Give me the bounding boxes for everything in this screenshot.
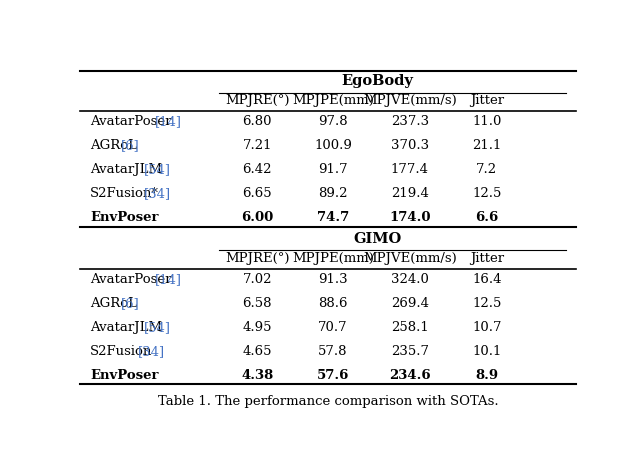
Text: 16.4: 16.4: [472, 273, 502, 286]
Text: Jitter: Jitter: [470, 252, 504, 265]
Text: [34]: [34]: [144, 187, 171, 201]
Text: EgoBody: EgoBody: [342, 74, 413, 88]
Text: EnvPoser: EnvPoser: [90, 212, 159, 224]
Text: 7.02: 7.02: [243, 273, 272, 286]
Text: 88.6: 88.6: [318, 297, 348, 310]
Text: 100.9: 100.9: [314, 139, 352, 153]
Text: 6.58: 6.58: [243, 297, 272, 310]
Text: 235.7: 235.7: [391, 345, 429, 358]
Text: 7.2: 7.2: [476, 164, 497, 176]
Text: MPJRE(°): MPJRE(°): [225, 252, 289, 265]
Text: 57.8: 57.8: [318, 345, 348, 358]
Text: MPJRE(°): MPJRE(°): [225, 94, 289, 107]
Text: S2Fusion*: S2Fusion*: [90, 187, 159, 201]
Text: MPJPE(mm): MPJPE(mm): [292, 94, 374, 107]
Text: 97.8: 97.8: [318, 115, 348, 128]
Text: 8.9: 8.9: [475, 369, 499, 382]
Text: 258.1: 258.1: [391, 321, 429, 334]
Text: S2Fusion: S2Fusion: [90, 345, 152, 358]
Text: 6.6: 6.6: [475, 212, 499, 224]
Text: AvatarPoser: AvatarPoser: [90, 115, 172, 128]
Text: 237.3: 237.3: [391, 115, 429, 128]
Text: 74.7: 74.7: [317, 212, 349, 224]
Text: 4.95: 4.95: [243, 321, 272, 334]
Text: [54]: [54]: [144, 321, 171, 334]
Text: 57.6: 57.6: [317, 369, 349, 382]
Text: 6.00: 6.00: [241, 212, 273, 224]
Text: [54]: [54]: [144, 164, 171, 176]
Text: [14]: [14]: [155, 115, 182, 128]
Text: MPJPE(mm): MPJPE(mm): [292, 252, 374, 265]
Text: AGRoL: AGRoL: [90, 297, 137, 310]
Text: 7.21: 7.21: [243, 139, 272, 153]
Text: [14]: [14]: [155, 273, 182, 286]
Text: 174.0: 174.0: [389, 212, 431, 224]
Text: 6.42: 6.42: [243, 164, 272, 176]
Text: 324.0: 324.0: [391, 273, 429, 286]
Text: 269.4: 269.4: [391, 297, 429, 310]
Text: AGRoL: AGRoL: [90, 139, 137, 153]
Text: 21.1: 21.1: [472, 139, 501, 153]
Text: [34]: [34]: [138, 345, 165, 358]
Text: 6.65: 6.65: [243, 187, 272, 201]
Text: 12.5: 12.5: [472, 187, 501, 201]
Text: EnvPoser: EnvPoser: [90, 369, 159, 382]
Text: 89.2: 89.2: [318, 187, 348, 201]
Text: 12.5: 12.5: [472, 297, 501, 310]
Text: 4.38: 4.38: [241, 369, 273, 382]
Text: 11.0: 11.0: [472, 115, 501, 128]
Text: 370.3: 370.3: [391, 139, 429, 153]
Text: 6.80: 6.80: [243, 115, 272, 128]
Text: [6]: [6]: [121, 297, 140, 310]
Text: 4.65: 4.65: [243, 345, 272, 358]
Text: [6]: [6]: [121, 139, 140, 153]
Text: 177.4: 177.4: [391, 164, 429, 176]
Text: 10.1: 10.1: [472, 345, 501, 358]
Text: MPJVE(mm/s): MPJVE(mm/s): [363, 252, 457, 265]
Text: Table 1. The performance comparison with SOTAs.: Table 1. The performance comparison with…: [157, 395, 499, 408]
Text: MPJVE(mm/s): MPJVE(mm/s): [363, 94, 457, 107]
Text: 70.7: 70.7: [318, 321, 348, 334]
Text: GIMO: GIMO: [353, 232, 402, 246]
Text: AvatarJLM: AvatarJLM: [90, 321, 162, 334]
Text: 91.3: 91.3: [318, 273, 348, 286]
Text: 234.6: 234.6: [389, 369, 431, 382]
Text: 219.4: 219.4: [391, 187, 429, 201]
Text: 91.7: 91.7: [318, 164, 348, 176]
Text: AvatarPoser: AvatarPoser: [90, 273, 172, 286]
Text: 10.7: 10.7: [472, 321, 502, 334]
Text: AvatarJLM: AvatarJLM: [90, 164, 162, 176]
Text: Jitter: Jitter: [470, 94, 504, 107]
